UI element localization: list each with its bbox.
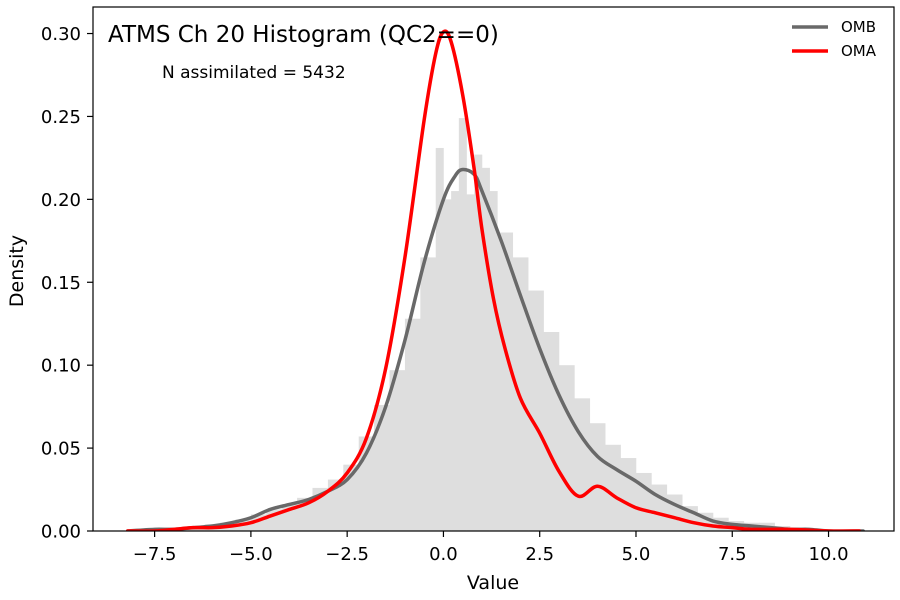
histogram-bar [389, 370, 406, 531]
series-line-oma [125, 29, 862, 531]
x-tick-label: 7.5 [718, 544, 747, 565]
histogram-bar [497, 232, 514, 531]
histogram-bar [451, 191, 460, 531]
legend-label-oma: OMA [841, 42, 877, 60]
histogram-bar [574, 398, 591, 531]
histogram-bar [489, 191, 498, 531]
histogram-bar [443, 199, 452, 531]
y-tick-label: 0.00 [41, 522, 81, 543]
histogram-bar [589, 423, 606, 531]
x-tick-label: 0.0 [429, 544, 458, 565]
annotation-n-assimilated: N assimilated = 5432 [162, 63, 346, 83]
x-tick-label: 5.0 [622, 544, 651, 565]
y-tick-label: 0.05 [41, 439, 81, 460]
y-tick-label: 0.20 [41, 190, 81, 211]
x-tick-label: −7.5 [133, 544, 177, 565]
y-axis-ticks: 0.00 0.05 0.10 0.15 0.20 0.25 0.30 [41, 24, 93, 543]
x-tick-label: −5.0 [229, 544, 273, 565]
y-tick-label: 0.25 [41, 107, 81, 128]
legend: OMB OMA [792, 18, 877, 60]
x-tick-label: 10.0 [808, 544, 848, 565]
plot-frame [92, 6, 895, 532]
histogram-bar [404, 318, 421, 531]
histogram-bar [543, 332, 560, 531]
y-tick-label: 0.15 [41, 273, 81, 294]
histogram-bar [605, 444, 621, 531]
histogram-bar [435, 147, 444, 531]
density-lines [125, 29, 865, 531]
histogram-bar [327, 479, 344, 531]
histogram-bar [481, 167, 490, 531]
y-axis-label: Density [6, 235, 28, 307]
x-tick-label: 2.5 [525, 544, 554, 565]
legend-label-omb: OMB [841, 18, 876, 36]
x-axis-label: Value [467, 572, 519, 594]
histogram-bar [558, 365, 575, 531]
histogram-bar [374, 404, 390, 531]
y-tick-label: 0.30 [41, 24, 81, 45]
y-tick-label: 0.10 [41, 356, 81, 377]
histogram-bar [458, 118, 467, 531]
histogram-bar [420, 257, 437, 531]
x-tick-label: −2.5 [325, 544, 369, 565]
histogram-bar [466, 194, 475, 531]
histogram-bar [620, 458, 637, 531]
histogram-bar [474, 154, 483, 531]
x-axis-ticks: −7.5 −5.0 −2.5 0.0 2.5 5.0 7.5 10.0 [133, 531, 849, 565]
chart-title: ATMS Ch 20 Histogram (QC2==0) [108, 22, 499, 48]
